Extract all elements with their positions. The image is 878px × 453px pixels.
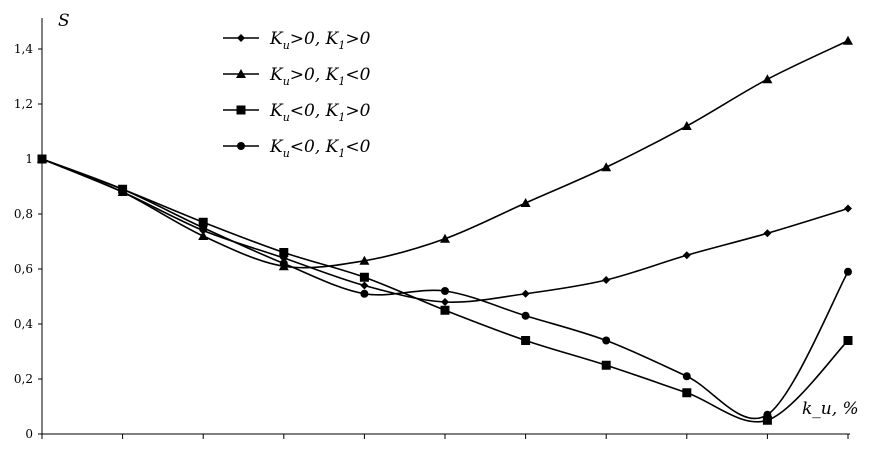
diamond-marker (844, 204, 852, 213)
triangle-marker (198, 231, 209, 240)
square-marker (762, 415, 772, 425)
y-tick-label: 0,4 (14, 317, 33, 331)
circle-marker (763, 410, 772, 419)
legend-item: Ku<0, K1<0 (223, 137, 371, 160)
series-diamond (38, 155, 852, 306)
circle-marker (199, 223, 208, 232)
triangle-marker (359, 255, 370, 265)
axes (38, 18, 850, 439)
series-circle (38, 155, 852, 420)
square-marker (601, 360, 611, 370)
circle-marker (682, 372, 691, 381)
triangle-marker (440, 233, 450, 243)
series-layer (37, 35, 853, 425)
y-tick-label: 0,6 (14, 262, 33, 276)
square-marker (236, 105, 246, 115)
series-line (41, 158, 849, 420)
square-marker (521, 336, 531, 345)
legend-label: Ku>0, K1<0 (269, 65, 371, 88)
y-tick-labels: 0 0,2 0,4 0,6 0,8 1 1,2 1,4 (14, 42, 33, 441)
triangle-marker (520, 198, 531, 207)
legend-item: Ku<0, K1>0 (223, 101, 371, 124)
diamond-marker (763, 229, 772, 238)
circle-marker (844, 267, 852, 276)
diamond-marker (682, 251, 691, 260)
legend-label: Ku<0, K1>0 (269, 101, 371, 124)
diamond-marker (602, 276, 611, 284)
square-marker (440, 305, 450, 315)
triangle-marker (681, 121, 692, 130)
series-triangle (37, 35, 853, 271)
x-axis-title: k_u, % (802, 399, 859, 419)
square-marker (198, 217, 208, 227)
square-marker (279, 248, 289, 257)
diamond-marker (441, 298, 449, 306)
legend: Ku>0, K1>0 Ku>0, K1<0 Ku<0, K1>0 Ku<0, K1<0 (223, 29, 371, 160)
legend-item: Ku>0, K1>0 (223, 29, 371, 52)
series-line (41, 158, 849, 303)
series-line (41, 40, 849, 269)
circle-marker (602, 336, 611, 345)
circle-marker (521, 311, 530, 320)
square-marker (682, 388, 692, 398)
triangle-marker (843, 35, 853, 45)
y-tick-label: 1 (25, 152, 33, 166)
y-tick-label: 1,4 (14, 42, 33, 56)
diamond-marker (360, 281, 369, 290)
y-tick-label: 1,2 (14, 97, 33, 111)
square-marker (843, 336, 853, 345)
circle-marker (279, 259, 288, 268)
triangle-marker (236, 69, 246, 78)
diamond-marker (237, 34, 245, 42)
y-axis-title: S (58, 11, 70, 31)
circle-marker (38, 155, 46, 163)
legend-item: Ku>0, K1<0 (223, 65, 371, 88)
circle-marker (441, 287, 449, 295)
triangle-marker (762, 74, 773, 84)
triangle-marker (601, 162, 612, 172)
circle-marker (118, 185, 127, 194)
square-marker (359, 272, 369, 282)
circle-marker (360, 289, 369, 298)
diamond-marker (521, 289, 530, 298)
legend-label: Ku>0, K1>0 (269, 29, 371, 52)
circle-marker (237, 142, 245, 150)
y-tick-label: 0,2 (14, 372, 33, 386)
y-tick-label: 0 (25, 427, 33, 441)
legend-label: Ku<0, K1<0 (269, 137, 371, 160)
y-tick-label: 0,8 (14, 207, 33, 221)
